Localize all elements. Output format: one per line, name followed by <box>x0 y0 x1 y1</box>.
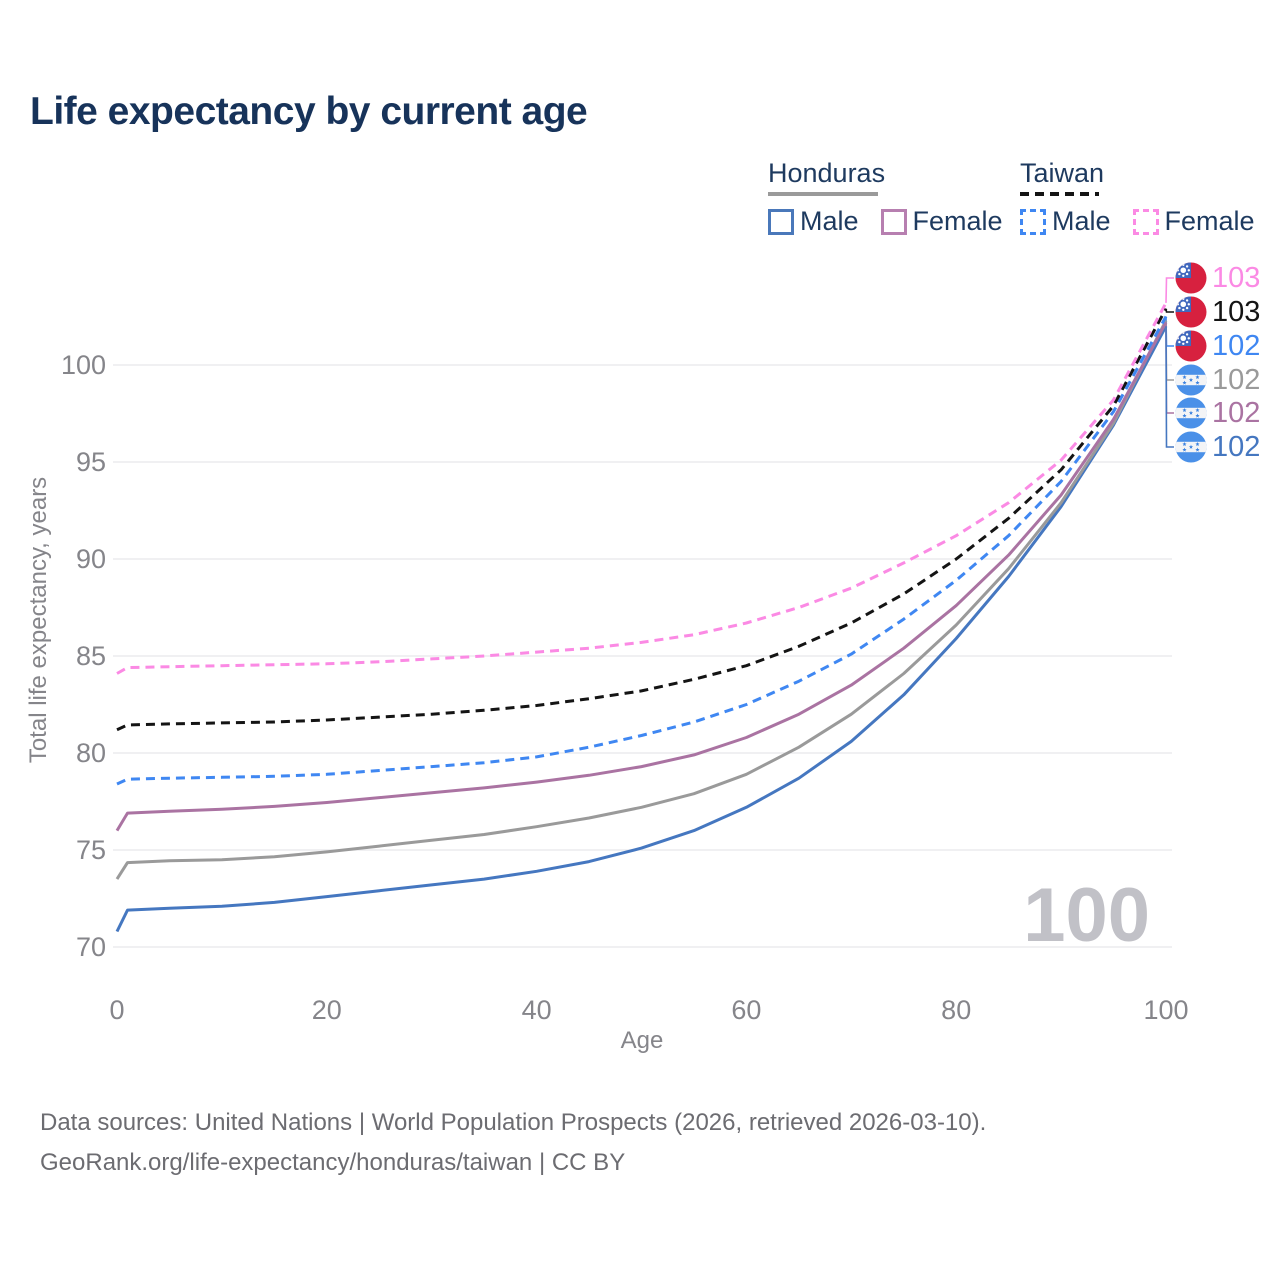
x-tick-label: 60 <box>731 995 761 1025</box>
leader-line-honduras-male <box>1165 326 1174 448</box>
series-line-taiwan-male <box>116 315 1168 786</box>
legend-item-label: Female <box>912 206 1003 236</box>
legend-item-taiwan-male[interactable]: Male <box>1020 206 1111 237</box>
x-tick-label: 100 <box>1143 995 1188 1025</box>
y-tick-label: 70 <box>76 932 106 962</box>
y-tick-label: 95 <box>76 447 106 477</box>
flag-icon-honduras <box>1175 397 1207 429</box>
legend-item-label: Female <box>1164 206 1255 236</box>
y-tick-label: 100 <box>61 350 106 380</box>
end-label-honduras-female: 102 <box>1212 397 1260 429</box>
series-line-taiwan-female <box>116 302 1168 675</box>
x-axis-title: Age <box>621 1027 664 1054</box>
legend-country-honduras[interactable]: Honduras <box>768 158 886 188</box>
end-label-taiwan-female: 103 <box>1212 262 1260 294</box>
end-label-honduras-all: 102 <box>1212 364 1260 396</box>
y-tick-label: 90 <box>76 544 106 574</box>
checkbox-honduras-male[interactable] <box>768 208 794 235</box>
flag-icon-taiwan <box>1175 296 1207 328</box>
leader-line-taiwan-all <box>1165 308 1174 313</box>
legend-item-honduras-male[interactable]: Male <box>768 206 859 237</box>
x-tick-label: 80 <box>941 995 971 1025</box>
leader-line-honduras-female <box>1165 322 1174 414</box>
flag-icon-honduras <box>1175 431 1207 463</box>
checkbox-taiwan-male[interactable] <box>1020 208 1046 235</box>
series-line-honduras-female <box>115 321 1168 832</box>
leader-line-honduras-all <box>1165 320 1174 381</box>
y-axis-title: Total life expectancy, years <box>25 477 52 763</box>
legend-item-label: Male <box>800 206 859 236</box>
legend-group-taiwan: Taiwan Male Female <box>1020 158 1277 237</box>
footer-sources-line: Data sources: United Nations | World Pop… <box>40 1109 987 1136</box>
legend-underline-honduras <box>768 192 878 196</box>
x-tick-label: 40 <box>522 995 552 1025</box>
end-label-honduras-male: 102 <box>1212 431 1260 463</box>
legend-country-taiwan[interactable]: Taiwan <box>1020 158 1105 188</box>
age-watermark: 100 <box>1023 873 1150 958</box>
data-sources-footer: Data sources: United Nations | World Pop… <box>40 1103 986 1183</box>
y-tick-label: 85 <box>76 641 106 671</box>
flag-icon-honduras <box>1175 364 1207 396</box>
leader-line-taiwan-female <box>1165 277 1174 303</box>
series-line-taiwan-all <box>116 307 1168 732</box>
y-tick-label: 80 <box>76 738 106 768</box>
legend-item-taiwan-female[interactable]: Female <box>1132 206 1255 237</box>
end-label-taiwan-male: 102 <box>1212 330 1260 362</box>
footer-attribution-line: GeoRank.org/life-expectancy/honduras/tai… <box>40 1149 626 1176</box>
series-line-honduras-male <box>115 325 1168 933</box>
legend-underline-taiwan <box>1020 192 1099 196</box>
series-line-honduras-all <box>115 319 1168 880</box>
x-tick-label: 0 <box>109 995 124 1025</box>
end-label-taiwan-all: 103 <box>1212 296 1260 328</box>
legend-group-honduras: Honduras Male Female <box>768 158 1025 237</box>
flag-icon-taiwan <box>1175 262 1207 294</box>
flag-icon-taiwan <box>1175 330 1207 362</box>
leader-line-taiwan-male <box>1165 316 1174 347</box>
x-tick-label: 20 <box>312 995 342 1025</box>
checkbox-honduras-female[interactable] <box>880 208 907 235</box>
legend-item-honduras-female[interactable]: Female <box>880 206 1003 237</box>
y-tick-label: 75 <box>76 835 106 865</box>
page-title: Life expectancy by current age <box>30 90 588 133</box>
legend-item-label: Male <box>1052 206 1111 236</box>
checkbox-taiwan-female[interactable] <box>1132 208 1159 235</box>
